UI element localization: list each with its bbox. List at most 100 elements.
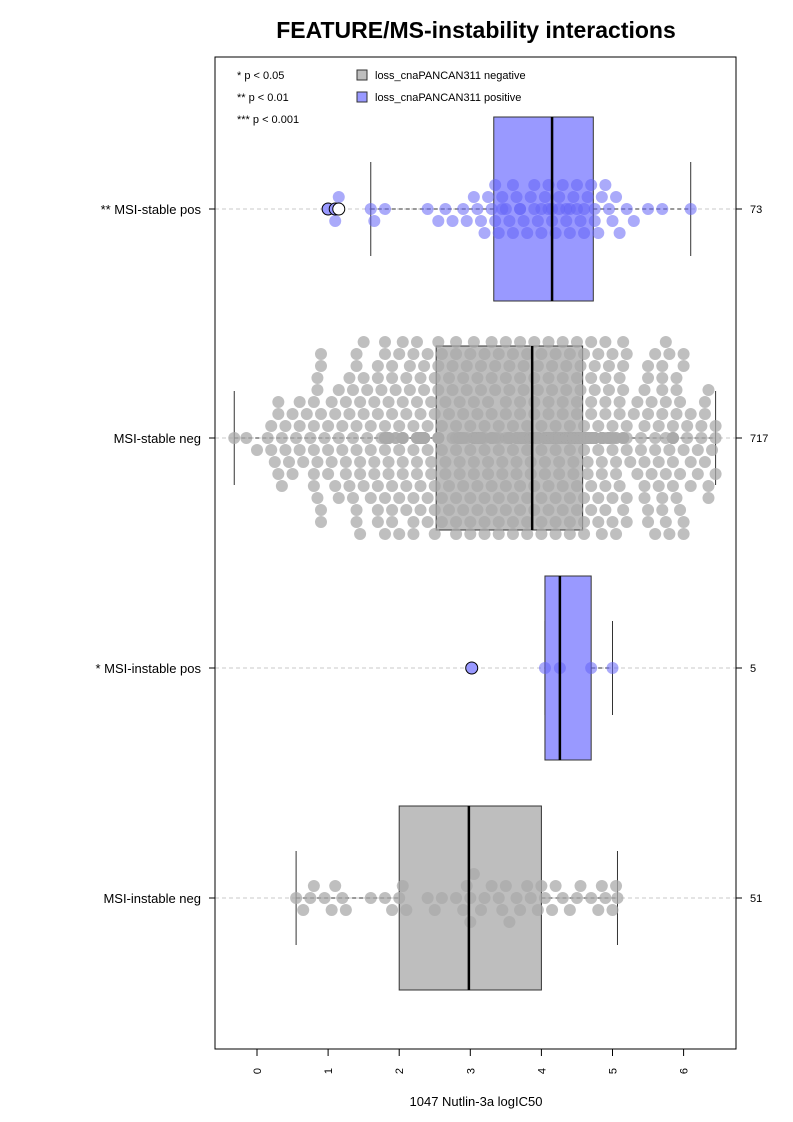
data-point [611, 892, 624, 904]
data-point [702, 492, 715, 504]
data-point [656, 408, 669, 420]
group-label: * MSI-instable pos [96, 661, 202, 676]
data-point [613, 396, 626, 408]
data-point [698, 408, 711, 420]
data-point [492, 444, 505, 456]
data-point [585, 372, 598, 384]
data-point [542, 504, 555, 516]
data-point [521, 348, 534, 360]
data-point [567, 191, 580, 203]
data-point [681, 432, 694, 444]
data-point [599, 408, 612, 420]
data-point [599, 396, 612, 408]
data-point [563, 420, 576, 432]
data-point [524, 468, 537, 480]
data-point [588, 215, 601, 227]
data-point [478, 892, 491, 904]
data-point [460, 360, 473, 372]
data-point [503, 916, 516, 928]
data-point [592, 348, 605, 360]
data-point [489, 179, 502, 191]
data-point [371, 480, 384, 492]
data-point [684, 480, 697, 492]
data-point [506, 516, 519, 528]
data-point [467, 868, 480, 880]
data-point [578, 528, 591, 540]
data-point [702, 384, 715, 396]
data-point [350, 504, 363, 516]
data-point [439, 468, 452, 480]
data-point [617, 504, 630, 516]
x-tick-label: 5 [608, 1068, 620, 1074]
data-point [610, 456, 623, 468]
data-point [698, 456, 711, 468]
data-point [606, 348, 619, 360]
data-point [311, 384, 324, 396]
data-point [592, 904, 605, 916]
data-point [485, 504, 498, 516]
data-point [528, 179, 541, 191]
data-point [450, 492, 463, 504]
data-point [670, 408, 683, 420]
data-point [393, 892, 406, 904]
data-point [382, 396, 395, 408]
data-point [478, 444, 491, 456]
data-point [531, 215, 544, 227]
data-point [556, 372, 569, 384]
data-point [368, 468, 381, 480]
data-point [503, 360, 516, 372]
data-point [613, 408, 626, 420]
data-point [279, 444, 292, 456]
data-point [499, 203, 512, 215]
data-point [610, 468, 623, 480]
data-point [674, 504, 687, 516]
data-point [620, 432, 633, 444]
data-point [649, 444, 662, 456]
data-point [535, 516, 548, 528]
data-point [709, 420, 722, 432]
x-tick-label: 1 [323, 1068, 335, 1074]
data-point [656, 203, 669, 215]
data-point [492, 492, 505, 504]
data-point [652, 456, 665, 468]
data-point [570, 336, 583, 348]
data-point [514, 504, 527, 516]
data-point [677, 528, 690, 540]
data-point [674, 468, 687, 480]
data-point [364, 420, 377, 432]
data-point [514, 396, 527, 408]
data-point [549, 444, 562, 456]
data-point [556, 480, 569, 492]
data-point [307, 880, 320, 892]
data-point [421, 420, 434, 432]
data-point [286, 408, 299, 420]
data-point [506, 179, 519, 191]
data-point [656, 372, 669, 384]
data-point [421, 444, 434, 456]
data-point [403, 360, 416, 372]
data-point [698, 396, 711, 408]
data-point [307, 396, 320, 408]
data-point [386, 504, 399, 516]
data-point [691, 444, 704, 456]
data-point [531, 384, 544, 396]
data-point [578, 227, 591, 239]
data-point [474, 360, 487, 372]
data-point [325, 456, 338, 468]
data-point [386, 904, 399, 916]
data-point [290, 892, 303, 904]
data-point [492, 516, 505, 528]
data-point [489, 360, 502, 372]
data-point [322, 468, 335, 480]
data-point [620, 348, 633, 360]
data-point [446, 384, 459, 396]
data-point [599, 504, 612, 516]
data-point [318, 892, 331, 904]
x-tick-label: 4 [536, 1068, 548, 1074]
data-point [421, 892, 434, 904]
data-point [396, 396, 409, 408]
data-point [410, 396, 423, 408]
data-point [346, 432, 359, 444]
data-point [514, 203, 527, 215]
data-point [474, 384, 487, 396]
